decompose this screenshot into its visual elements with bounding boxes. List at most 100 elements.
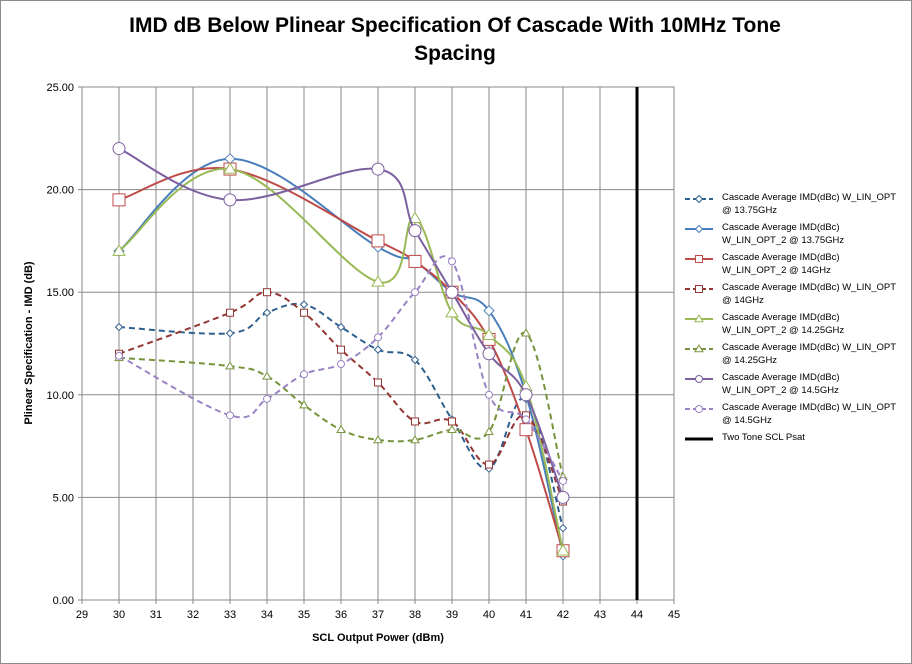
data-point-triangle bbox=[482, 328, 496, 340]
legend-label: Cascade Average IMD(dBc) W_LIN_OPT_2 @ 1… bbox=[722, 312, 845, 336]
x-tick-label: 43 bbox=[594, 609, 606, 621]
data-point-diamond bbox=[336, 322, 346, 332]
data-point-square bbox=[300, 308, 308, 317]
legend-label: Cascade Average IMD(dBc) W_LIN_OPT @ 13.… bbox=[722, 192, 896, 216]
plot-border bbox=[81, 86, 675, 601]
data-point-circle bbox=[695, 375, 703, 383]
data-point-diamond bbox=[694, 194, 704, 204]
data-point-circle bbox=[374, 333, 382, 342]
x-tick-label: 39 bbox=[446, 609, 458, 621]
data-point-circle bbox=[448, 257, 456, 266]
legend-swatch bbox=[685, 437, 713, 441]
data-point-triangle bbox=[373, 434, 383, 444]
y-tick-label: 10.00 bbox=[46, 390, 74, 402]
legend-swatch bbox=[685, 344, 713, 353]
x-tick-label: 30 bbox=[113, 609, 125, 621]
data-point-circle bbox=[519, 388, 533, 402]
legend-label: Two Tone SCL Psat bbox=[722, 432, 805, 443]
data-point-square bbox=[519, 423, 533, 437]
legend-swatch bbox=[685, 375, 713, 383]
data-point-square bbox=[337, 345, 345, 354]
data-point-circle bbox=[223, 193, 237, 207]
series-5 bbox=[112, 162, 570, 556]
legend-swatch bbox=[685, 314, 713, 323]
legend-item: Cascade Average IMD(dBc) W_LIN_OPT @ 14.… bbox=[684, 342, 906, 367]
y-axis-title: Plinear Specification - IMD (dB) bbox=[23, 261, 35, 425]
x-tick-label: 37 bbox=[372, 609, 384, 621]
chart-title: IMD dB Below Plinear Specification Of Ca… bbox=[129, 14, 781, 65]
data-point-triangle bbox=[521, 328, 531, 337]
data-point-diamond bbox=[299, 300, 309, 309]
data-point-square bbox=[408, 254, 422, 268]
data-point-triangle bbox=[299, 400, 309, 409]
data-point-triangle bbox=[223, 162, 237, 174]
data-point-circle bbox=[115, 351, 123, 360]
x-tick-label: 42 bbox=[557, 609, 569, 621]
data-point-square bbox=[226, 308, 234, 317]
x-tick-label: 32 bbox=[187, 609, 199, 621]
x-tick-label: 34 bbox=[261, 609, 273, 621]
data-point-circle bbox=[559, 476, 567, 485]
x-tick-label: 36 bbox=[335, 609, 347, 621]
data-point-circle bbox=[408, 224, 422, 238]
y-tick-label: 0.00 bbox=[53, 595, 74, 607]
data-point-diamond bbox=[262, 308, 272, 317]
data-point-triangle bbox=[410, 434, 420, 444]
data-point-diamond bbox=[483, 304, 495, 317]
data-point-circle bbox=[337, 360, 345, 369]
legend-label: Cascade Average IMD(dBc) W_LIN_OPT @ 14G… bbox=[722, 282, 896, 306]
legend-swatch bbox=[685, 224, 713, 234]
data-point-circle bbox=[445, 285, 459, 299]
legend-label: Cascade Average IMD(dBc) W_LIN_OPT_2 @ 1… bbox=[722, 222, 845, 246]
data-point-circle bbox=[263, 394, 271, 403]
x-tick-label: 41 bbox=[520, 609, 532, 621]
data-point-triangle bbox=[371, 274, 385, 287]
data-point-triangle bbox=[484, 426, 494, 436]
y-tick-label: 20.00 bbox=[46, 185, 74, 197]
data-point-circle bbox=[522, 415, 530, 424]
data-point-circle bbox=[371, 162, 385, 176]
x-tick-label: 31 bbox=[150, 609, 162, 621]
data-point-triangle bbox=[336, 424, 346, 433]
data-point-diamond bbox=[225, 329, 235, 338]
legend-item: Cascade Average IMD(dBc) W_LIN_OPT_2 @ 1… bbox=[684, 252, 906, 277]
series-line bbox=[118, 302, 564, 529]
series-line bbox=[118, 332, 564, 478]
data-point-circle bbox=[482, 347, 496, 361]
data-point-triangle bbox=[694, 344, 704, 353]
series-6 bbox=[114, 328, 568, 481]
data-point-triangle bbox=[447, 424, 457, 433]
legend-label: Cascade Average IMD(dBc) W_LIN_OPT @ 14.… bbox=[722, 342, 896, 366]
data-point-circle bbox=[485, 390, 493, 399]
data-point-triangle bbox=[556, 543, 570, 556]
legend-swatch bbox=[685, 285, 713, 293]
y-tick-label: 5.00 bbox=[53, 492, 74, 504]
legend-swatch bbox=[685, 405, 713, 413]
legend: Cascade Average IMD(dBc) W_LIN_OPT @ 13.… bbox=[684, 192, 906, 451]
y-tick-label: 15.00 bbox=[46, 287, 74, 299]
data-point-square bbox=[374, 378, 382, 387]
x-tick-label: 44 bbox=[631, 609, 643, 621]
legend-item: Cascade Average IMD(dBc) W_LIN_OPT_2 @ 1… bbox=[684, 222, 906, 247]
legend-item: Cascade Average IMD(dBc) W_LIN_OPT_2 @ 1… bbox=[684, 312, 906, 337]
series-7 bbox=[112, 142, 570, 504]
data-point-square bbox=[411, 417, 419, 426]
data-point-circle bbox=[112, 142, 126, 156]
legend-item: Cascade Average IMD(dBc) W_LIN_OPT @ 14.… bbox=[684, 402, 906, 427]
x-tick-label: 35 bbox=[298, 609, 310, 621]
data-point-diamond bbox=[558, 523, 568, 533]
data-point-square bbox=[485, 460, 493, 469]
data-point-circle bbox=[226, 411, 234, 420]
data-point-triangle bbox=[408, 211, 422, 224]
data-point-diamond bbox=[373, 345, 383, 354]
legend-swatch bbox=[685, 194, 713, 204]
data-point-circle bbox=[411, 288, 419, 297]
x-axis-title: SCL Output Power (dBm) bbox=[312, 632, 444, 644]
data-point-square bbox=[263, 288, 271, 297]
data-point-square bbox=[448, 417, 456, 426]
series-8 bbox=[115, 255, 567, 485]
x-tick-label: 45 bbox=[668, 609, 680, 621]
x-tick-label: 38 bbox=[409, 609, 421, 621]
x-tick-label: 33 bbox=[224, 609, 236, 621]
